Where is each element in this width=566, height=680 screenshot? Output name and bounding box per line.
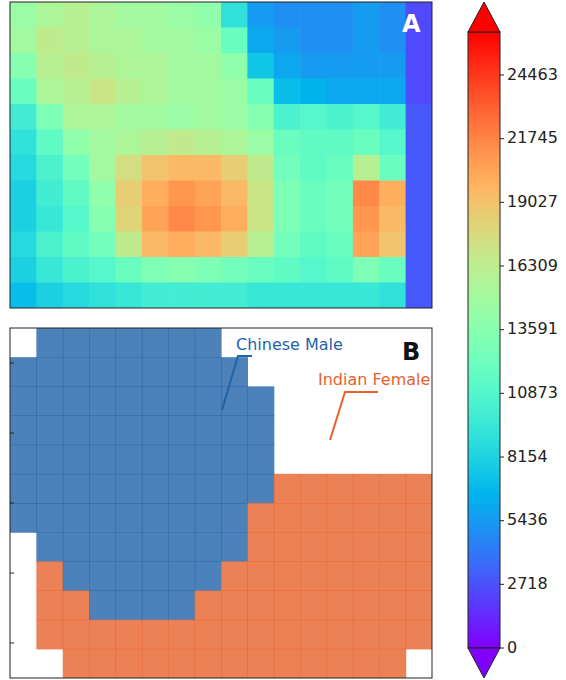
svg-text:2718: 2718: [507, 574, 548, 593]
svg-text:19027: 19027: [507, 192, 558, 211]
svg-text:0: 0: [507, 638, 517, 657]
svg-text:24463: 24463: [507, 65, 558, 84]
svg-text:13591: 13591: [507, 319, 558, 338]
svg-text:10873: 10873: [507, 383, 558, 402]
svg-text:Chinese Male: Chinese Male: [236, 335, 343, 354]
svg-text:5436: 5436: [507, 510, 548, 529]
svg-text:A: A: [402, 10, 421, 38]
svg-text:8154: 8154: [507, 447, 548, 466]
svg-text:B: B: [402, 338, 420, 366]
svg-text:16309: 16309: [507, 256, 558, 275]
svg-text:21745: 21745: [507, 128, 558, 147]
svg-text:Indian Female: Indian Female: [318, 370, 430, 389]
